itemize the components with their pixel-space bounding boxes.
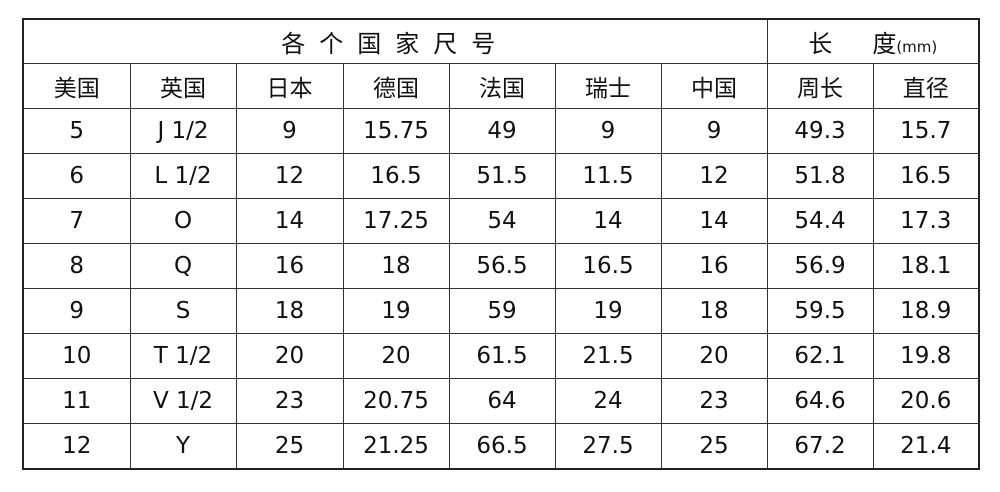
table-cell: 17.25: [342, 198, 450, 244]
table-cell: 21.5: [554, 333, 662, 379]
table-cell: 8: [22, 243, 131, 289]
table-cell: S: [129, 288, 237, 334]
table-cell: 59: [448, 288, 556, 334]
table-row: 12 Y 25 21.25 66.5 27.5 25 67.2 21.4: [22, 423, 980, 470]
table-cell: 27.5: [554, 423, 662, 470]
header-group-row: 各个国家尺号 长 度(mm): [22, 18, 980, 64]
table-cell: 24: [554, 378, 662, 424]
length-title-part1: 长: [808, 30, 833, 58]
column-header-row: 美国 英国 日本 德国 法国 瑞士 中国 周长 直径: [22, 63, 980, 109]
table-cell: 16: [235, 243, 344, 289]
column-header: 英国: [129, 63, 237, 109]
table-cell: 16.5: [872, 153, 980, 199]
column-header: 直径: [872, 63, 980, 109]
table-cell: 49: [448, 108, 556, 154]
table-row: 10 T 1/2 20 20 61.5 21.5 20 62.1 19.8: [22, 333, 980, 379]
table-cell: 23: [660, 378, 768, 424]
length-title-part2: 度: [872, 30, 897, 58]
table-cell: 66.5: [448, 423, 556, 470]
table-cell: 20.6: [872, 378, 980, 424]
table-cell: 6: [22, 153, 131, 199]
table-cell: 10: [22, 333, 131, 379]
table-cell: 59.5: [766, 288, 874, 334]
table-cell: O: [129, 198, 237, 244]
table-cell: 62.1: [766, 333, 874, 379]
table-cell: 9: [22, 288, 131, 334]
table-cell: 54: [448, 198, 556, 244]
table-cell: 9: [235, 108, 344, 154]
table-cell: 54.4: [766, 198, 874, 244]
table-cell: V 1/2: [129, 378, 237, 424]
table-cell: 20: [660, 333, 768, 379]
table-cell: 21.4: [872, 423, 980, 470]
table-cell: J 1/2: [129, 108, 237, 154]
table-cell: 12: [660, 153, 768, 199]
column-header: 美国: [22, 63, 131, 109]
table-cell: 16: [660, 243, 768, 289]
table-cell: 11: [22, 378, 131, 424]
table-cell: 15.7: [872, 108, 980, 154]
table-cell: 56.5: [448, 243, 556, 289]
table-cell: 14: [235, 198, 344, 244]
table-cell: T 1/2: [129, 333, 237, 379]
table-cell: Y: [129, 423, 237, 470]
table-cell: 12: [22, 423, 131, 470]
table-cell: 5: [22, 108, 131, 154]
table-cell: Q: [129, 243, 237, 289]
column-header: 周长: [766, 63, 874, 109]
table-cell: 20: [342, 333, 450, 379]
table-cell: 18: [660, 288, 768, 334]
table-cell: 18: [342, 243, 450, 289]
table-cell: 14: [660, 198, 768, 244]
column-header: 中国: [660, 63, 768, 109]
country-sizes-title: 各个国家尺号: [22, 18, 768, 64]
table-cell: 61.5: [448, 333, 556, 379]
table-cell: 19: [554, 288, 662, 334]
table-cell: 11.5: [554, 153, 662, 199]
length-title: 长 度(mm): [766, 18, 980, 64]
table-cell: 16.5: [342, 153, 450, 199]
table-cell: 19.8: [872, 333, 980, 379]
table-cell: 20.75: [342, 378, 450, 424]
table-cell: 51.5: [448, 153, 556, 199]
table-row: 8 Q 16 18 56.5 16.5 16 56.9 18.1: [22, 243, 980, 289]
table-cell: 19: [342, 288, 450, 334]
table-cell: 18: [235, 288, 344, 334]
table-cell: 18.1: [872, 243, 980, 289]
table-row: 9 S 18 19 59 19 18 59.5 18.9: [22, 288, 980, 334]
table-cell: 21.25: [342, 423, 450, 470]
table-cell: 25: [660, 423, 768, 470]
table-cell: 17.3: [872, 198, 980, 244]
table-cell: L 1/2: [129, 153, 237, 199]
table-cell: 9: [660, 108, 768, 154]
table-cell: 64: [448, 378, 556, 424]
table-cell: 16.5: [554, 243, 662, 289]
length-unit: (mm): [896, 38, 938, 56]
table-cell: 49.3: [766, 108, 874, 154]
table-cell: 56.9: [766, 243, 874, 289]
table-cell: 25: [235, 423, 344, 470]
table-row: 11 V 1/2 23 20.75 64 24 23 64.6 20.6: [22, 378, 980, 424]
table-cell: 23: [235, 378, 344, 424]
table-cell: 67.2: [766, 423, 874, 470]
table-cell: 18.9: [872, 288, 980, 334]
column-header: 法国: [448, 63, 556, 109]
table-cell: 14: [554, 198, 662, 244]
column-header: 日本: [235, 63, 344, 109]
table-cell: 12: [235, 153, 344, 199]
column-header: 德国: [342, 63, 450, 109]
table-cell: 64.6: [766, 378, 874, 424]
table-cell: 7: [22, 198, 131, 244]
table-row: 7 O 14 17.25 54 14 14 54.4 17.3: [22, 198, 980, 244]
table-cell: 9: [554, 108, 662, 154]
column-header: 瑞士: [554, 63, 662, 109]
table-cell: 15.75: [342, 108, 450, 154]
table-cell: 20: [235, 333, 344, 379]
table-cell: 51.8: [766, 153, 874, 199]
